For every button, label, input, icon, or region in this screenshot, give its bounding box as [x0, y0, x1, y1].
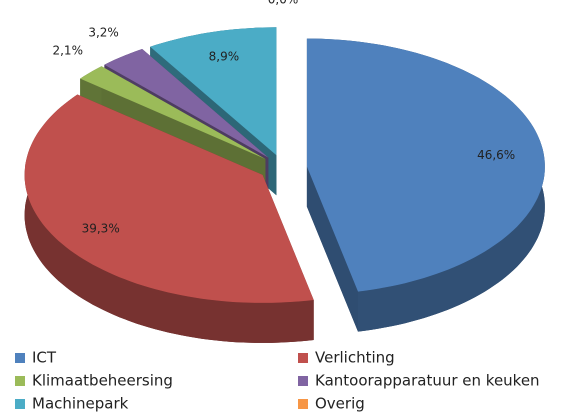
legend-swatch [15, 399, 25, 409]
legend-swatch [298, 376, 308, 386]
legend-swatch [15, 376, 25, 386]
slice-top [80, 66, 266, 159]
legend-swatch [298, 399, 308, 409]
data-label: 39,3% [82, 221, 120, 235]
legend-label: Overig [315, 395, 365, 413]
data-label: 3,2% [88, 26, 119, 40]
slice [24, 94, 314, 343]
slice-top [150, 27, 277, 156]
data-label: 8,9% [209, 49, 240, 63]
data-label: 46,6% [477, 148, 515, 162]
legend-label: Kantoorapparatuur en keuken [315, 372, 540, 390]
data-label: 0,0% [268, 0, 299, 7]
slice-edge [306, 166, 358, 332]
legend-label: Klimaatbeheersing [32, 372, 173, 390]
slice-top [306, 38, 545, 292]
legend-label: Machinepark [32, 395, 129, 413]
slice-top [24, 94, 314, 303]
data-label: 2,1% [52, 43, 83, 57]
legend-swatch [15, 353, 25, 363]
legend-swatch [298, 353, 308, 363]
legend-label: ICT [32, 349, 57, 367]
slice-wall [24, 94, 314, 343]
legend-label: Verlichting [315, 349, 395, 367]
slice [306, 38, 545, 332]
slice-top [104, 49, 269, 158]
